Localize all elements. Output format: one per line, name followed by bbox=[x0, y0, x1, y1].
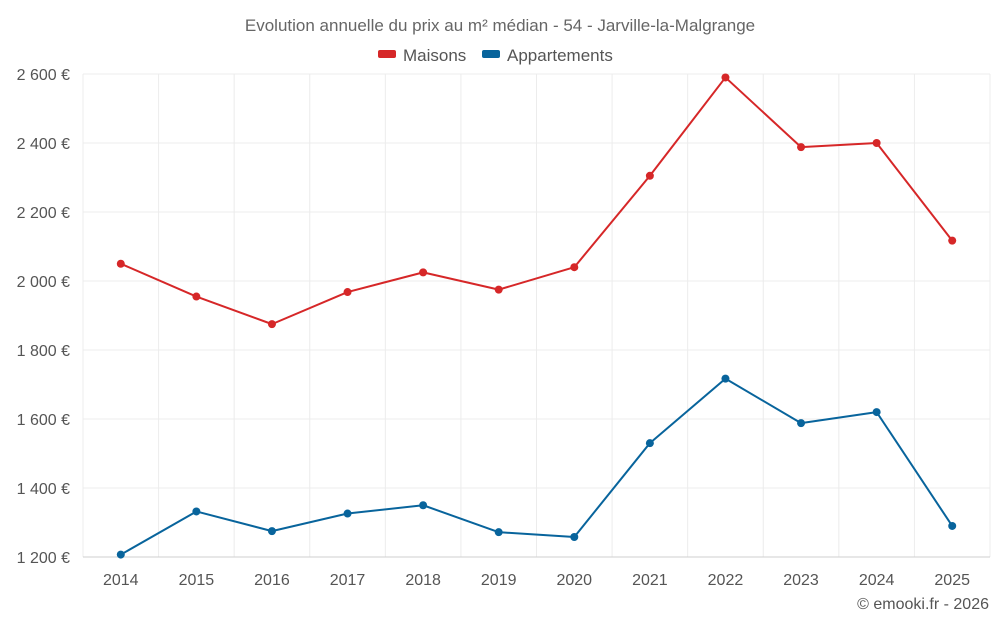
data-point-maisons-2024[interactable] bbox=[872, 139, 881, 147]
x-tick-label-2023: 2023 bbox=[783, 572, 819, 589]
data-point-appartements-2017[interactable] bbox=[343, 509, 352, 518]
legend-item-maisons[interactable]: Maisons bbox=[378, 46, 466, 65]
y-tick-label: 2 600 € bbox=[17, 67, 70, 84]
data-point-appartements-2016[interactable] bbox=[267, 527, 276, 536]
y-tick-label: 1 400 € bbox=[17, 481, 70, 498]
data-point-maisons-2020[interactable] bbox=[570, 263, 579, 272]
data-point-maisons-2023[interactable] bbox=[797, 143, 806, 152]
legend-label-appartements: Appartements bbox=[507, 46, 613, 65]
y-tick-label: 1 200 € bbox=[17, 550, 70, 567]
data-point-appartements-2015[interactable] bbox=[192, 507, 201, 516]
x-axis: 2014 2015 2016 2017 2018 2019 2020 2021 2022 2023… bbox=[83, 556, 990, 589]
data-point-appartements-2024[interactable] bbox=[872, 408, 881, 417]
y-tick-label: 1 600 € bbox=[17, 412, 70, 429]
data-point-appartements-2014[interactable] bbox=[116, 550, 125, 559]
y-axis: 1 200 € 1 400 € 1 600 € 1 800 € 2 000 € 2 200… bbox=[17, 67, 70, 567]
chart-title: Evolution annuelle du prix au m² médian … bbox=[245, 16, 755, 35]
data-point-appartements-2019[interactable] bbox=[494, 528, 503, 537]
data-point-maisons-2018[interactable] bbox=[419, 268, 428, 277]
x-tick-label-2019: 2019 bbox=[481, 572, 517, 589]
series bbox=[116, 73, 957, 559]
data-point-appartements-2018[interactable] bbox=[419, 501, 428, 510]
data-point-maisons-2025[interactable] bbox=[948, 236, 957, 245]
credit-text: © emooki.fr - 2026 bbox=[857, 596, 989, 613]
data-point-appartements-2021[interactable] bbox=[645, 439, 654, 448]
y-tick-label: 2 400 € bbox=[17, 136, 70, 153]
legend-swatch-maisons bbox=[378, 50, 396, 58]
data-point-maisons-2022[interactable] bbox=[721, 73, 730, 82]
data-point-maisons-2015[interactable] bbox=[192, 292, 201, 301]
y-tick-label: 2 000 € bbox=[17, 274, 70, 291]
legend: Maisons Appartements bbox=[378, 46, 613, 65]
x-tick-label-2024: 2024 bbox=[859, 572, 895, 589]
x-tick-label-2017: 2017 bbox=[330, 572, 366, 589]
x-tick-label-2021: 2021 bbox=[632, 572, 668, 589]
y-tick-label: 2 200 € bbox=[17, 205, 70, 222]
data-point-maisons-2017[interactable] bbox=[343, 288, 352, 297]
legend-swatch-appartements bbox=[482, 50, 500, 58]
x-tick-label-2014: 2014 bbox=[103, 572, 139, 589]
legend-label-maisons: Maisons bbox=[403, 46, 466, 65]
data-point-maisons-2016[interactable] bbox=[267, 320, 276, 329]
series-line-maisons bbox=[120, 76, 953, 326]
x-tick-label-2016: 2016 bbox=[254, 572, 290, 589]
data-point-appartements-2023[interactable] bbox=[797, 419, 806, 428]
x-tick-label-2018: 2018 bbox=[405, 572, 441, 589]
data-point-appartements-2020[interactable] bbox=[570, 532, 579, 541]
grid bbox=[82, 73, 991, 558]
y-tick-label: 1 800 € bbox=[17, 343, 70, 360]
data-point-appartements-2025[interactable] bbox=[948, 521, 957, 530]
x-tick-label-2022: 2022 bbox=[708, 572, 744, 589]
x-tick-label-2015: 2015 bbox=[179, 572, 215, 589]
legend-item-appartements[interactable]: Appartements bbox=[482, 46, 613, 65]
series-line-appartements bbox=[120, 377, 954, 556]
data-point-appartements-2022[interactable] bbox=[721, 374, 730, 383]
data-point-maisons-2014[interactable] bbox=[116, 259, 125, 268]
x-tick-label-2025: 2025 bbox=[934, 572, 970, 589]
x-tick-label-2020: 2020 bbox=[556, 572, 592, 589]
data-point-maisons-2019[interactable] bbox=[494, 285, 503, 294]
data-point-maisons-2021[interactable] bbox=[645, 171, 654, 180]
